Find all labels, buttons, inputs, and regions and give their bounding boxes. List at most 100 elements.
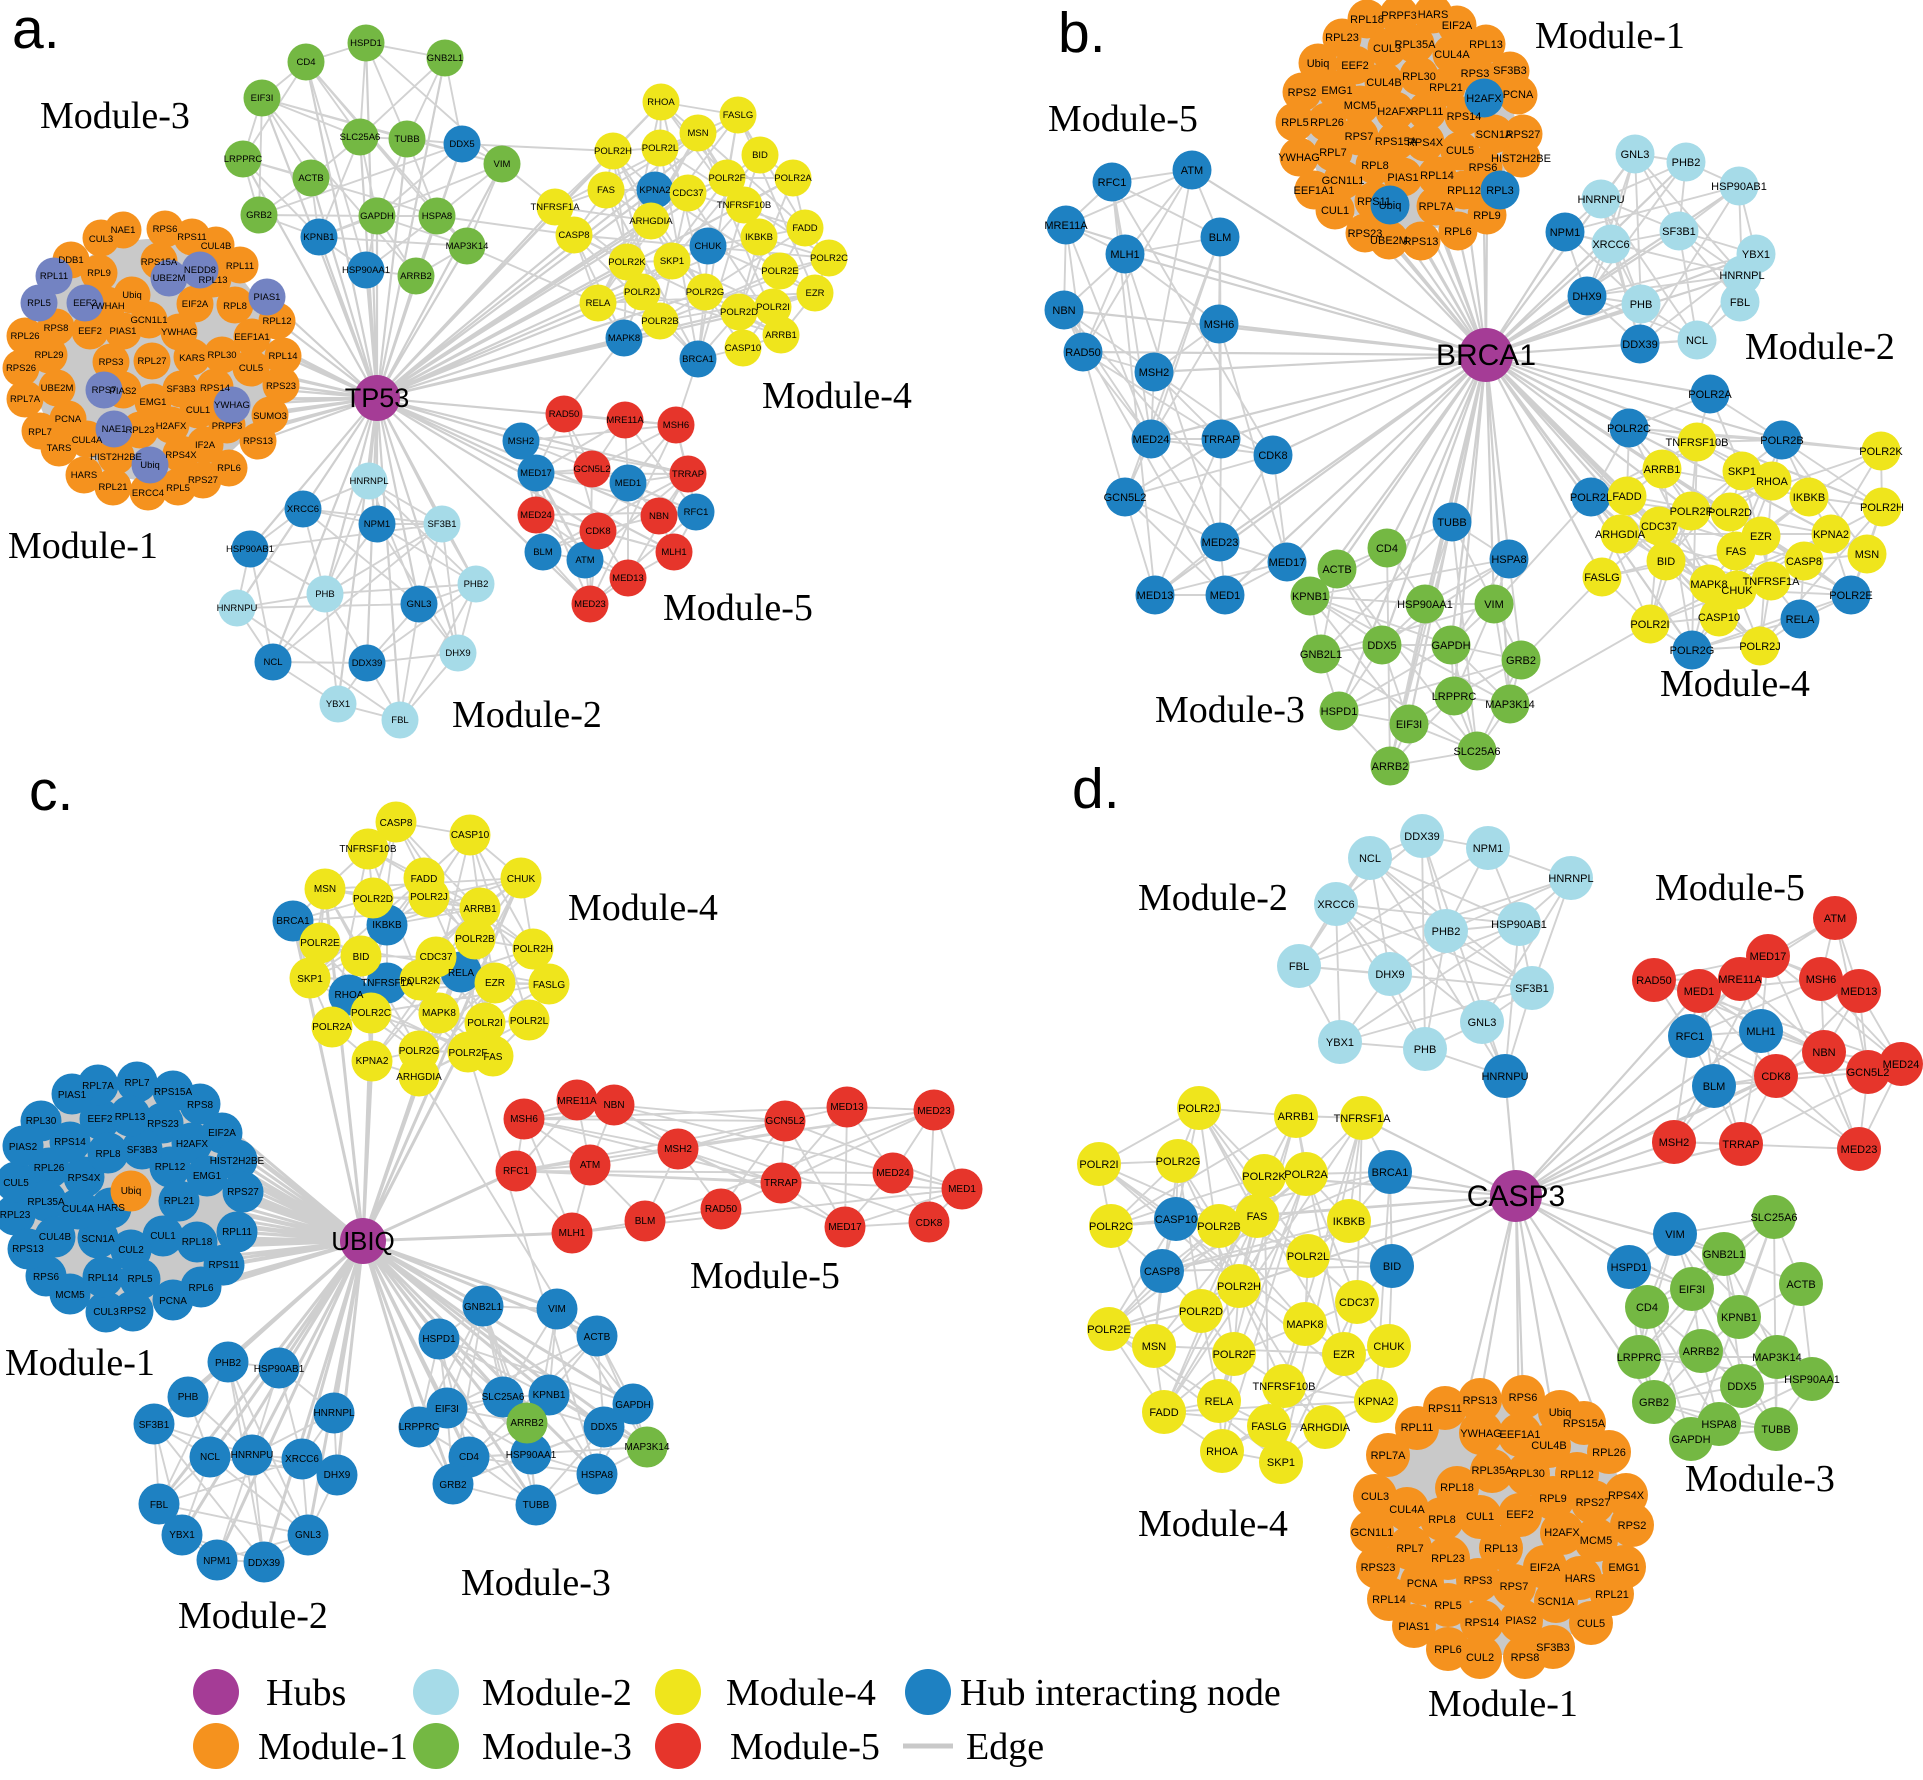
svg-text:SF3B3: SF3B3 [1493, 65, 1527, 77]
svg-text:RPS4X: RPS4X [1608, 1490, 1645, 1502]
svg-text:POLR2B: POLR2B [1760, 435, 1803, 447]
svg-text:RPL30: RPL30 [1402, 71, 1436, 83]
svg-text:RPL5: RPL5 [27, 298, 51, 309]
svg-text:H2AFX: H2AFX [1544, 1527, 1580, 1539]
svg-text:SCN1A: SCN1A [81, 1234, 115, 1245]
svg-text:NCL: NCL [263, 657, 282, 668]
svg-text:Ubiq: Ubiq [122, 290, 142, 301]
svg-text:CUL5: CUL5 [239, 363, 263, 374]
svg-text:RPL7: RPL7 [1319, 147, 1347, 159]
svg-text:Edge: Edge [966, 1726, 1044, 1768]
svg-text:YBX1: YBX1 [326, 699, 350, 710]
svg-text:HSP90AA1: HSP90AA1 [1784, 1374, 1840, 1386]
svg-text:HIST2H2BE: HIST2H2BE [1491, 153, 1551, 165]
svg-text:ATM: ATM [1824, 913, 1846, 925]
svg-text:PHB: PHB [1414, 1044, 1437, 1056]
svg-text:PIAS1: PIAS1 [254, 292, 281, 303]
svg-text:RPL35A: RPL35A [1472, 1465, 1514, 1477]
svg-text:POLR2G: POLR2G [686, 287, 725, 298]
svg-text:RPL35A: RPL35A [1395, 39, 1437, 51]
svg-text:YBX1: YBX1 [169, 1530, 195, 1541]
svg-text:RPL18: RPL18 [182, 1237, 213, 1248]
svg-text:TUBB: TUBB [394, 134, 419, 145]
svg-text:EZR: EZR [1750, 531, 1772, 543]
svg-text:EEF1A1: EEF1A1 [1294, 185, 1335, 197]
svg-text:RPL8: RPL8 [1361, 160, 1389, 172]
svg-text:RPL13: RPL13 [1469, 39, 1503, 51]
svg-text:RPL35A: RPL35A [27, 1197, 65, 1208]
svg-text:PHB2: PHB2 [464, 579, 489, 590]
svg-text:RPL11: RPL11 [1401, 1422, 1434, 1434]
svg-text:MAPK8: MAPK8 [1690, 579, 1727, 591]
svg-text:HSPA8: HSPA8 [1491, 554, 1526, 566]
svg-text:POLR2K: POLR2K [1859, 446, 1903, 458]
svg-text:POLR2G: POLR2G [1670, 645, 1715, 657]
svg-text:POLR2A: POLR2A [1688, 389, 1732, 401]
svg-text:HNRNPL: HNRNPL [1548, 873, 1593, 885]
svg-text:MED13: MED13 [612, 573, 644, 584]
svg-text:EEF2: EEF2 [1341, 60, 1369, 72]
svg-text:RPS27: RPS27 [1506, 129, 1541, 141]
svg-text:RPL9: RPL9 [1473, 210, 1501, 222]
svg-text:RPS6: RPS6 [33, 1272, 60, 1283]
svg-text:HNRNPU: HNRNPU [217, 603, 258, 614]
svg-text:RPS3: RPS3 [1461, 68, 1490, 80]
svg-text:CASP10: CASP10 [725, 343, 761, 354]
svg-text:GNB2L1: GNB2L1 [1703, 1249, 1745, 1261]
svg-text:RPL5: RPL5 [166, 483, 190, 494]
svg-text:CUL3: CUL3 [1373, 43, 1401, 55]
svg-text:RPL7: RPL7 [28, 427, 52, 438]
svg-text:POLR2D: POLR2D [353, 894, 393, 905]
svg-text:BID: BID [1383, 1261, 1401, 1273]
svg-text:RPL8: RPL8 [95, 1149, 120, 1160]
svg-text:POLR2K: POLR2K [1242, 1171, 1286, 1183]
svg-text:TRRAP: TRRAP [764, 1178, 798, 1189]
svg-text:RPS13: RPS13 [1463, 1395, 1498, 1407]
svg-text:POLR2J: POLR2J [1739, 641, 1781, 653]
svg-text:MED13: MED13 [1137, 590, 1174, 602]
svg-text:CD4: CD4 [1376, 543, 1398, 555]
svg-text:MSH2: MSH2 [1139, 367, 1170, 379]
svg-text:HNRNPU: HNRNPU [1481, 1071, 1528, 1083]
svg-text:CDC37: CDC37 [1641, 521, 1677, 533]
svg-text:RPS23: RPS23 [266, 381, 296, 392]
svg-text:BID: BID [1657, 556, 1675, 568]
svg-text:Ubiq: Ubiq [1307, 58, 1330, 70]
svg-text:POLR2C: POLR2C [1089, 1221, 1133, 1233]
svg-text:HSPA8: HSPA8 [1701, 1419, 1736, 1431]
svg-text:CUL1: CUL1 [186, 405, 210, 416]
svg-text:RHOA: RHOA [647, 97, 675, 108]
svg-text:XRCC6: XRCC6 [285, 1454, 319, 1465]
svg-text:SKP1: SKP1 [1267, 1457, 1295, 1469]
svg-text:POLR2G: POLR2G [399, 1046, 440, 1057]
svg-text:NEDD8: NEDD8 [184, 265, 216, 276]
svg-text:HSPD1: HSPD1 [1321, 706, 1358, 718]
svg-text:CDC37: CDC37 [672, 188, 703, 199]
svg-text:TRRAP: TRRAP [672, 469, 704, 480]
svg-text:BRCA1: BRCA1 [276, 916, 310, 927]
svg-text:KPNA2: KPNA2 [1813, 529, 1849, 541]
svg-text:HSPD1: HSPD1 [422, 1334, 456, 1345]
svg-text:RFC1: RFC1 [1676, 1031, 1705, 1043]
svg-text:NAE1: NAE1 [102, 424, 127, 435]
svg-text:RPL29: RPL29 [34, 350, 63, 361]
svg-text:BLM: BLM [635, 1216, 656, 1227]
svg-text:GCN1L1: GCN1L1 [1322, 175, 1365, 187]
svg-text:Module-5: Module-5 [1655, 867, 1805, 909]
svg-text:PHB2: PHB2 [1432, 926, 1461, 938]
svg-text:TRRAP: TRRAP [1202, 434, 1239, 446]
svg-text:Module-4: Module-4 [1138, 1503, 1288, 1545]
svg-text:POLR2I: POLR2I [756, 302, 790, 313]
svg-text:PIAS1: PIAS1 [1398, 1621, 1429, 1633]
svg-text:DDX5: DDX5 [591, 1422, 618, 1433]
svg-text:YWHAG: YWHAG [1278, 152, 1320, 164]
svg-text:EIF3I: EIF3I [251, 93, 274, 104]
svg-text:CUL1: CUL1 [150, 1231, 176, 1242]
svg-text:H2AFX: H2AFX [1466, 93, 1502, 105]
svg-text:EEF2: EEF2 [78, 326, 102, 337]
svg-text:HIST2H2BE: HIST2H2BE [210, 1156, 265, 1167]
svg-text:CUL4B: CUL4B [39, 1232, 72, 1243]
svg-text:EMG1: EMG1 [1321, 85, 1352, 97]
svg-text:RPL7: RPL7 [124, 1078, 149, 1089]
svg-text:CUL1: CUL1 [1466, 1511, 1494, 1523]
